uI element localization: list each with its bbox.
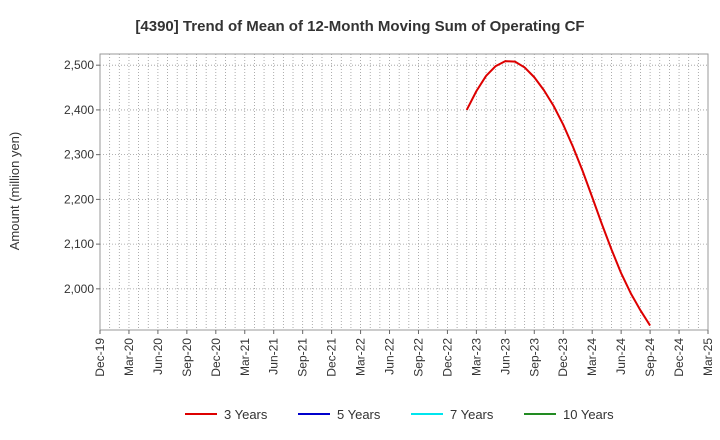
x-tick-label: Dec-23	[556, 338, 570, 377]
x-tick-label: Sep-23	[527, 338, 541, 377]
legend-label: 5 Years	[337, 407, 381, 422]
legend-label: 10 Years	[563, 407, 614, 422]
x-tick-label: Sep-22	[411, 338, 425, 377]
legend-item-10-years: 10 Years	[524, 407, 614, 422]
series-line-3-years	[465, 60, 651, 327]
legend-item-5-years: 5 Years	[298, 407, 381, 422]
x-tick-label: Sep-20	[180, 338, 194, 377]
y-axis-ticks: 2,000 2,100 2,200 2,300 2,400 2,500	[64, 58, 100, 296]
x-tick-label: Jun-21	[267, 338, 281, 375]
y-tick-label: 2,500	[64, 58, 94, 72]
x-tick-label: Mar-25	[701, 338, 715, 376]
x-tick-label: Mar-24	[585, 338, 599, 376]
x-tick-label: Dec-21	[325, 338, 339, 377]
x-tick-label: Mar-21	[238, 338, 252, 376]
x-tick-label: Jun-22	[383, 338, 397, 375]
x-axis-ticks: Dec-19 Mar-20 Jun-20 Sep-20 Dec-20 Mar-21 Jun-…	[93, 330, 715, 377]
y-tick-label: 2,400	[64, 103, 94, 117]
x-tick-label: Jun-20	[151, 338, 165, 375]
x-tick-label: Jun-24	[614, 338, 628, 375]
x-tick-label: Mar-20	[122, 338, 136, 376]
x-tick-label: Dec-24	[672, 338, 686, 377]
x-tick-label: Dec-20	[209, 338, 223, 377]
y-tick-label: 2,100	[64, 237, 94, 251]
y-axis-label: Amount (million yen)	[7, 132, 22, 251]
x-tick-label: Sep-24	[643, 338, 657, 377]
legend-label: 7 Years	[450, 407, 494, 422]
x-tick-label: Dec-22	[440, 338, 454, 377]
x-tick-label: Dec-19	[93, 338, 107, 377]
x-tick-label: Jun-23	[498, 338, 512, 375]
legend: 3 Years 5 Years 7 Years 10 Years	[185, 407, 614, 422]
y-tick-label: 2,000	[64, 282, 94, 296]
chart-title: [4390] Trend of Mean of 12-Month Moving …	[135, 18, 584, 35]
y-tick-label: 2,200	[64, 192, 94, 206]
x-tick-label: Sep-21	[296, 338, 310, 377]
series-lines	[465, 60, 651, 327]
plot-area	[99, 53, 709, 331]
x-tick-label: Mar-23	[469, 338, 483, 376]
legend-item-7-years: 7 Years	[411, 407, 494, 422]
y-tick-label: 2,300	[64, 148, 94, 162]
x-tick-label: Mar-22	[354, 338, 368, 376]
legend-item-3-years: 3 Years	[185, 407, 268, 422]
grid	[99, 54, 709, 330]
legend-label: 3 Years	[224, 407, 268, 422]
